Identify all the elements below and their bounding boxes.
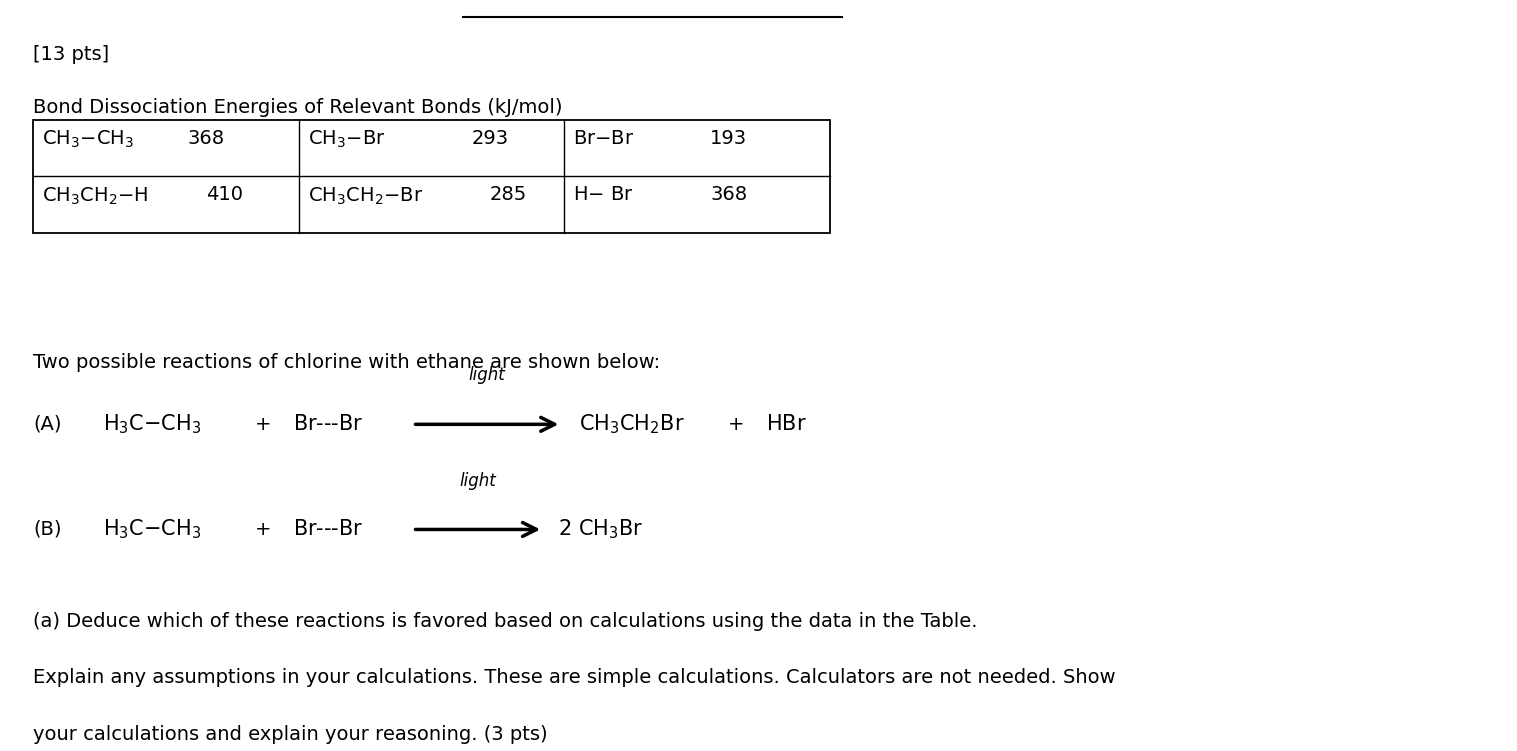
Text: $\mathrm{Br{-}Br}$: $\mathrm{Br{-}Br}$ bbox=[573, 129, 634, 148]
Text: +: + bbox=[255, 520, 272, 539]
Text: 285: 285 bbox=[490, 185, 528, 204]
Text: 410: 410 bbox=[206, 185, 243, 204]
Text: $\mathrm{2\ CH_3Br}$: $\mathrm{2\ CH_3Br}$ bbox=[558, 517, 643, 541]
Text: $\mathrm{H_3C{-}CH_3}$: $\mathrm{H_3C{-}CH_3}$ bbox=[103, 517, 202, 541]
Text: $\mathrm{CH_3{-}Br}$: $\mathrm{CH_3{-}Br}$ bbox=[308, 129, 385, 150]
Text: 368: 368 bbox=[710, 185, 748, 204]
Text: $\mathrm{H{-}\ Br}$: $\mathrm{H{-}\ Br}$ bbox=[573, 185, 634, 204]
Text: $\mathrm{Br{\text{---}}Br}$: $\mathrm{Br{\text{---}}Br}$ bbox=[293, 415, 363, 434]
Text: Bond Dissociation Energies of Relevant Bonds (kJ/mol): Bond Dissociation Energies of Relevant B… bbox=[33, 98, 563, 116]
Text: $\mathrm{CH_3CH_2Br}$: $\mathrm{CH_3CH_2Br}$ bbox=[579, 412, 686, 436]
Text: $\mathrm{H_3C{-}CH_3}$: $\mathrm{H_3C{-}CH_3}$ bbox=[103, 412, 202, 436]
Text: $\mathrm{CH_3CH_2{-}H}$: $\mathrm{CH_3CH_2{-}H}$ bbox=[42, 185, 149, 207]
Text: (A): (A) bbox=[33, 415, 62, 434]
Text: Explain any assumptions in your calculations. These are simple calculations. Cal: Explain any assumptions in your calculat… bbox=[33, 668, 1117, 687]
Text: 293: 293 bbox=[472, 129, 508, 148]
Text: 368: 368 bbox=[188, 129, 225, 148]
Text: light: light bbox=[469, 366, 505, 385]
Text: 193: 193 bbox=[710, 129, 748, 148]
Text: (B): (B) bbox=[33, 520, 62, 539]
Text: [13 pts]: [13 pts] bbox=[33, 45, 109, 64]
Text: $\mathrm{CH_3{-}CH_3}$: $\mathrm{CH_3{-}CH_3}$ bbox=[42, 129, 135, 150]
Text: your calculations and explain your reasoning. (3 pts): your calculations and explain your reaso… bbox=[33, 725, 548, 743]
Text: Two possible reactions of chlorine with ethane are shown below:: Two possible reactions of chlorine with … bbox=[33, 353, 660, 372]
Text: (a) Deduce which of these reactions is favored based on calculations using the d: (a) Deduce which of these reactions is f… bbox=[33, 612, 978, 631]
Text: +: + bbox=[255, 415, 272, 434]
Bar bbox=[33, 120, 830, 233]
Text: light: light bbox=[460, 472, 496, 490]
Text: $\mathrm{CH_3CH_2{-}Br}$: $\mathrm{CH_3CH_2{-}Br}$ bbox=[308, 185, 423, 207]
Text: $\mathrm{HBr}$: $\mathrm{HBr}$ bbox=[766, 415, 807, 434]
Text: $\mathrm{Br{\text{---}}Br}$: $\mathrm{Br{\text{---}}Br}$ bbox=[293, 520, 363, 539]
Text: +: + bbox=[728, 415, 745, 434]
